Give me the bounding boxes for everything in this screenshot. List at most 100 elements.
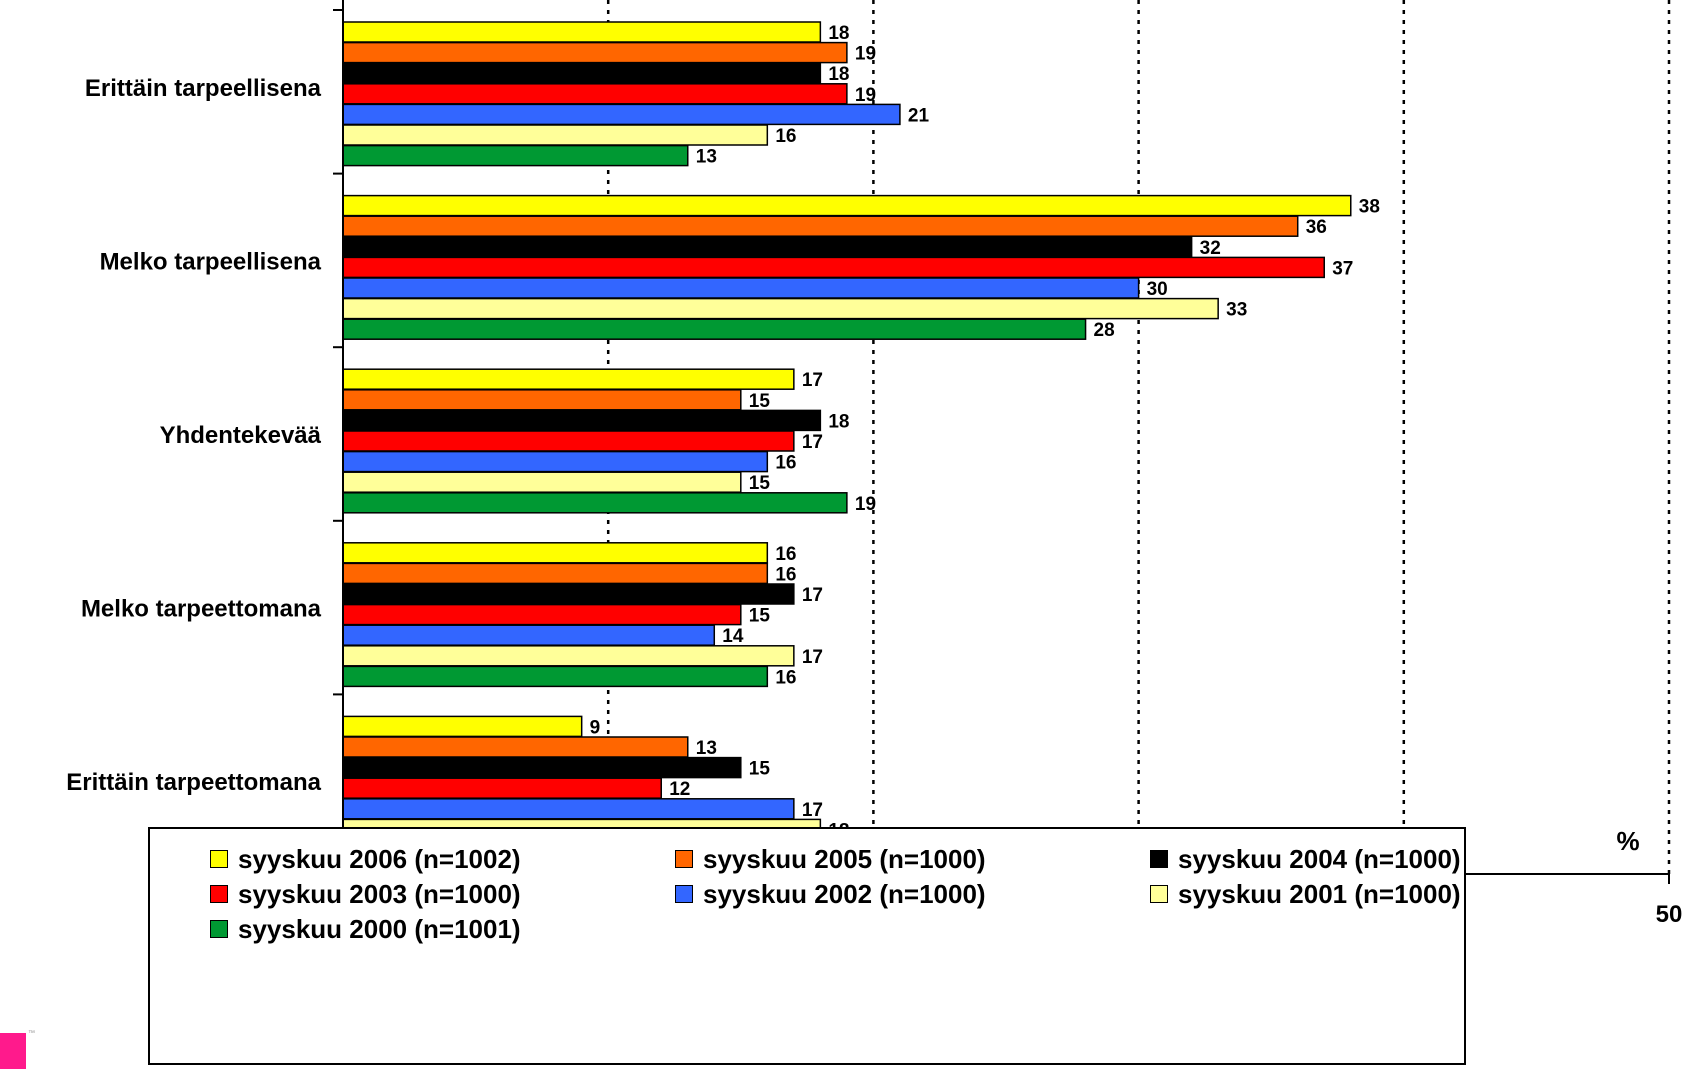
data-label-1-1: 36 xyxy=(1306,217,1327,238)
data-label-2-5: 15 xyxy=(749,473,771,494)
bar-2-2 xyxy=(342,409,822,432)
data-label-3-3: 15 xyxy=(749,606,771,627)
data-label-4-0: 9 xyxy=(590,717,601,738)
legend-item-6: syyskuu 2000 (n=1001) xyxy=(210,914,521,944)
bar-0-3 xyxy=(342,83,848,105)
data-label-2-1: 15 xyxy=(749,391,771,412)
data-label-4-3: 12 xyxy=(669,779,690,800)
legend: syyskuu 2006 (n=1002) syyskuu 2005 (n=100… xyxy=(148,827,1466,1065)
bar-0-0 xyxy=(342,21,822,43)
data-label-3-2: 17 xyxy=(802,585,823,606)
data-label-3-6: 16 xyxy=(775,667,796,688)
data-label-0-6: 13 xyxy=(696,147,717,168)
data-label-1-3: 37 xyxy=(1332,258,1353,279)
bars xyxy=(342,21,1352,861)
data-label-3-5: 17 xyxy=(802,647,823,668)
category-label-4: Erittäin tarpeettomana xyxy=(66,769,321,796)
bar-4-3 xyxy=(342,777,662,799)
brand-logo xyxy=(0,1033,26,1069)
bar-2-3 xyxy=(342,430,795,452)
bar-0-5 xyxy=(342,124,769,146)
category-label-2: Yhdentekevää xyxy=(160,422,322,449)
bar-3-5 xyxy=(342,645,795,667)
data-label-0-5: 16 xyxy=(775,126,796,147)
bar-1-3 xyxy=(342,256,1325,279)
legend-swatch-5 xyxy=(1150,885,1168,903)
data-label-0-2: 18 xyxy=(828,64,849,85)
data-label-4-1: 13 xyxy=(696,738,717,759)
legend-label-3: syyskuu 2003 (n=1000) xyxy=(238,878,521,909)
bar-1-1 xyxy=(342,215,1299,237)
data-label-1-4: 30 xyxy=(1147,279,1168,300)
legend-label-1: syyskuu 2005 (n=1000) xyxy=(703,843,986,874)
bar-2-1 xyxy=(342,389,742,411)
data-label-2-2: 18 xyxy=(828,411,849,432)
bar-0-1 xyxy=(342,41,848,64)
bar-1-6 xyxy=(342,318,1087,340)
legend-item-3: syyskuu 2003 (n=1000) xyxy=(210,879,521,909)
category-label-1: Melko tarpeellisena xyxy=(100,248,322,275)
bar-1-2 xyxy=(342,236,1193,258)
legend-swatch-3 xyxy=(210,885,228,903)
data-label-2-3: 17 xyxy=(802,432,823,453)
bar-3-3 xyxy=(342,603,742,626)
legend-swatch-0 xyxy=(210,850,228,868)
bar-4-1 xyxy=(342,736,689,758)
legend-item-0: syyskuu 2006 (n=1002) xyxy=(210,844,521,874)
legend-label-5: syyskuu 2001 (n=1000) xyxy=(1178,878,1461,909)
bar-3-6 xyxy=(342,665,769,688)
bar-2-6 xyxy=(342,492,848,514)
data-label-4-4: 17 xyxy=(802,800,823,821)
data-label-0-4: 21 xyxy=(908,105,930,126)
data-label-3-1: 16 xyxy=(775,564,796,585)
bar-3-0 xyxy=(342,542,769,564)
bar-0-6 xyxy=(342,144,689,167)
data-label-0-3: 19 xyxy=(855,85,876,106)
bar-1-5 xyxy=(342,297,1219,320)
legend-label-2: syyskuu 2004 (n=1000) xyxy=(1178,843,1461,874)
data-label-1-2: 32 xyxy=(1200,238,1221,259)
bar-0-2 xyxy=(342,62,822,84)
data-label-1-0: 38 xyxy=(1359,197,1380,218)
data-label-1-6: 28 xyxy=(1094,320,1115,341)
legend-swatch-1 xyxy=(675,850,693,868)
legend-swatch-2 xyxy=(1150,850,1168,868)
data-label-2-0: 17 xyxy=(802,370,823,391)
bar-0-4 xyxy=(342,103,901,126)
data-label-0-1: 19 xyxy=(855,44,876,65)
data-label-0-0: 18 xyxy=(828,23,849,44)
bar-2-4 xyxy=(342,450,769,473)
category-label-3: Melko tarpeettomana xyxy=(81,596,322,623)
legend-label-4: syyskuu 2002 (n=1000) xyxy=(703,878,986,909)
bar-3-4 xyxy=(342,624,716,646)
legend-item-5: syyskuu 2001 (n=1000) xyxy=(1150,879,1461,909)
legend-item-4: syyskuu 2002 (n=1000) xyxy=(675,879,986,909)
bar-2-5 xyxy=(342,471,742,493)
unit-label: % xyxy=(1616,826,1639,856)
bar-1-4 xyxy=(342,277,1140,299)
legend-item-1: syyskuu 2005 (n=1000) xyxy=(675,844,986,874)
data-label-2-4: 16 xyxy=(775,453,796,474)
data-label-2-6: 19 xyxy=(855,494,876,515)
legend-label-6: syyskuu 2000 (n=1001) xyxy=(238,913,521,944)
legend-swatch-4 xyxy=(675,885,693,903)
trademark-mark: ™ xyxy=(28,1030,35,1037)
bar-4-4 xyxy=(342,798,795,820)
bar-4-2 xyxy=(342,756,742,779)
bar-3-2 xyxy=(342,583,795,605)
legend-label-0: syyskuu 2006 (n=1002) xyxy=(238,843,521,874)
bar-1-0 xyxy=(342,194,1352,217)
bar-4-0 xyxy=(342,715,583,738)
bar-3-1 xyxy=(342,562,769,585)
legend-item-2: syyskuu 2004 (n=1000) xyxy=(1150,844,1461,874)
data-label-1-5: 33 xyxy=(1226,300,1247,321)
data-label-3-0: 16 xyxy=(775,544,796,565)
data-label-3-4: 14 xyxy=(722,626,744,647)
bar-2-0 xyxy=(342,368,795,390)
data-label-4-2: 15 xyxy=(749,759,771,780)
data-labels: 1819181921161338363237303328171518171615… xyxy=(590,23,1380,862)
category-label-0: Erittäin tarpeellisena xyxy=(85,75,322,102)
legend-swatch-6 xyxy=(210,920,228,938)
x-tick-label-50: 50 xyxy=(1656,901,1683,928)
axes: Erittäin tarpeellisena Melko tarpeellisen… xyxy=(66,0,1682,928)
